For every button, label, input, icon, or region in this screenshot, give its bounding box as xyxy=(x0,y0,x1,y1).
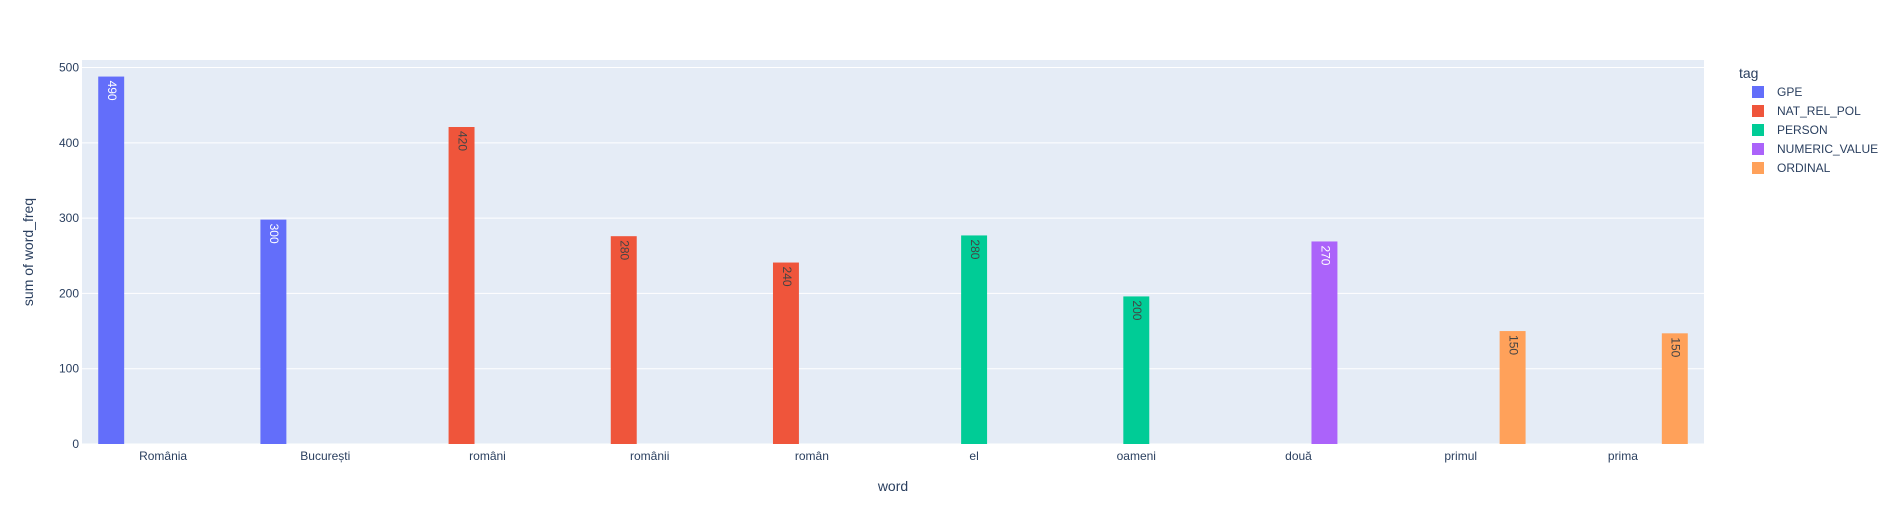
x-tick-label: român xyxy=(795,449,829,463)
bar-value-label: 490 xyxy=(105,81,119,101)
legend-title: tag xyxy=(1739,65,1758,81)
x-tick-labels: România București români românii român el oame… xyxy=(139,449,1638,463)
x-tick-label: două xyxy=(1285,449,1312,463)
y-tick-label: 100 xyxy=(59,362,79,376)
gridlines xyxy=(82,67,1704,445)
bar xyxy=(1661,333,1688,444)
y-tick-label: 0 xyxy=(72,437,79,451)
x-tick-label: România xyxy=(139,449,187,463)
legend-swatch xyxy=(1752,162,1764,174)
bar-value-label: 200 xyxy=(1130,300,1144,320)
plot-area xyxy=(82,60,1704,444)
x-tick-label: primul xyxy=(1444,449,1477,463)
x-tick-label: București xyxy=(300,449,350,463)
bar-value-label: 270 xyxy=(1318,245,1332,265)
bar xyxy=(448,127,475,444)
legend-item-label: NAT_REL_POL xyxy=(1777,104,1861,118)
bar-value-label: 150 xyxy=(1506,335,1520,355)
bar-value-label: 300 xyxy=(267,224,281,244)
legend: tag GPE NAT_REL_POL PERSON NUMERIC_VALUE ORD… xyxy=(1739,65,1878,175)
legend-item-label: ORDINAL xyxy=(1777,161,1831,175)
y-tick-label: 300 xyxy=(59,211,79,225)
bar xyxy=(1499,331,1526,444)
y-tick-label: 200 xyxy=(59,286,79,300)
bar-value-label: 240 xyxy=(780,267,794,287)
y-axis-label: sum of word_freq xyxy=(20,198,36,306)
legend-item-label: GPE xyxy=(1777,85,1802,99)
legend-swatch xyxy=(1752,105,1764,117)
bar-value-label: 280 xyxy=(618,240,632,260)
x-axis-label: word xyxy=(877,478,908,494)
legend-item-label: PERSON xyxy=(1777,123,1828,137)
y-tick-label: 500 xyxy=(59,61,79,75)
legend-swatch xyxy=(1752,86,1764,98)
x-tick-label: el xyxy=(969,449,978,463)
bar xyxy=(610,236,637,444)
bar xyxy=(772,262,799,444)
y-tick-labels: 0 100 200 300 400 500 xyxy=(59,61,79,451)
x-tick-label: români xyxy=(469,449,506,463)
x-tick-label: prima xyxy=(1608,449,1638,463)
bar-value-label: 280 xyxy=(968,239,982,259)
bar xyxy=(1123,296,1150,444)
bar-value-label: 150 xyxy=(1669,337,1683,357)
bars: 490 300 420 280 240 280 200 270 150 150 xyxy=(98,76,1688,445)
legend-swatch xyxy=(1752,143,1764,155)
bar xyxy=(1311,241,1338,444)
bar xyxy=(260,219,287,444)
x-tick-label: oameni xyxy=(1117,449,1156,463)
x-tick-label: românii xyxy=(630,449,669,463)
bar xyxy=(961,235,988,444)
legend-swatch xyxy=(1752,124,1764,136)
y-tick-label: 400 xyxy=(59,136,79,150)
bar xyxy=(98,76,125,445)
bar-value-label: 420 xyxy=(455,131,469,151)
legend-item-label: NUMERIC_VALUE xyxy=(1777,142,1878,156)
